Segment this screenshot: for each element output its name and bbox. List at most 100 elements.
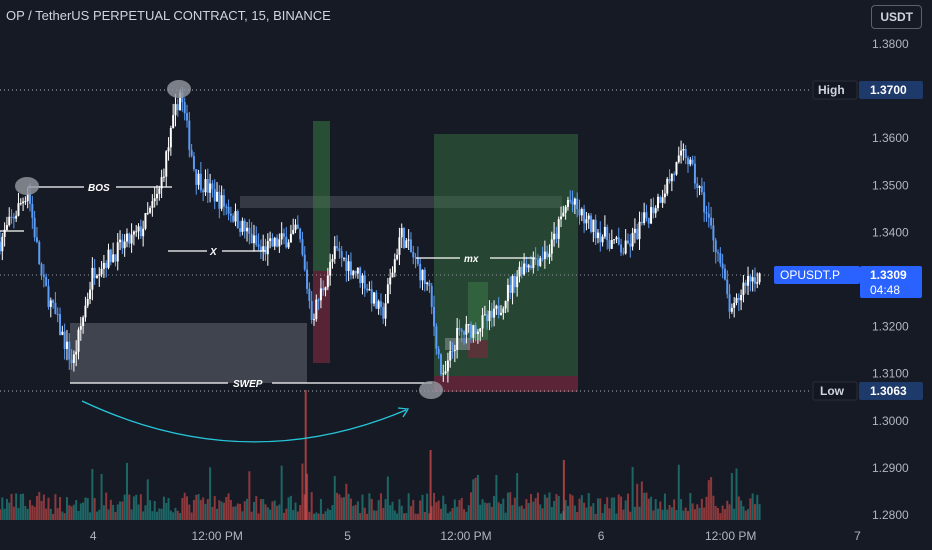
volume-bar xyxy=(354,504,357,520)
candle-body xyxy=(54,302,57,315)
candle-body xyxy=(273,237,276,247)
candle-body xyxy=(534,257,537,260)
volume-bar xyxy=(601,512,604,520)
volume-bar xyxy=(77,511,80,520)
candle-body xyxy=(158,188,161,194)
candle-body xyxy=(437,348,440,355)
volume-bar xyxy=(412,499,415,520)
volume-bar xyxy=(368,493,371,520)
candle-body xyxy=(520,266,523,275)
volume-bar xyxy=(250,511,253,520)
candle-body xyxy=(444,371,447,374)
candle-body xyxy=(167,147,170,152)
volume-bar xyxy=(220,501,223,520)
volume-bar xyxy=(218,500,221,520)
candle-body xyxy=(502,308,505,313)
volume-bar xyxy=(33,506,36,520)
volume-bar xyxy=(516,473,519,520)
volume-bar xyxy=(324,511,327,520)
volume-bar xyxy=(661,509,664,520)
volume-bar xyxy=(555,494,558,520)
candle-body xyxy=(186,113,189,121)
candle-body xyxy=(463,331,466,335)
candle-body xyxy=(17,203,20,216)
volume-bar xyxy=(38,492,41,520)
candle-body xyxy=(361,275,364,284)
volume-bar xyxy=(735,468,738,520)
volume-bar xyxy=(229,500,232,520)
volume-bar xyxy=(248,471,251,520)
volume-bar xyxy=(624,500,627,520)
volume-bar xyxy=(525,499,528,520)
candle-body xyxy=(573,198,576,205)
time-tick-label: 12:00 PM xyxy=(440,529,491,543)
candle-body xyxy=(15,215,18,219)
candle-body xyxy=(151,201,154,208)
candle-body xyxy=(248,227,251,234)
candle-body xyxy=(68,341,71,360)
candle-body xyxy=(405,240,408,248)
volume-bar xyxy=(465,511,468,520)
candle-body xyxy=(465,324,468,335)
candle-body xyxy=(373,292,376,304)
volume-bar xyxy=(211,506,214,520)
candle-body xyxy=(712,225,715,241)
candle-body xyxy=(539,258,542,266)
volume-bar xyxy=(153,501,156,520)
volume-bar xyxy=(49,508,52,520)
candle-body xyxy=(262,246,265,251)
candle-body xyxy=(472,325,475,338)
volume-bar xyxy=(740,500,743,520)
volume-bar xyxy=(125,462,128,520)
candle-body xyxy=(47,286,50,307)
candle-body xyxy=(91,267,94,290)
volume-bar xyxy=(89,512,92,520)
candle-body xyxy=(453,349,456,352)
volume-bar xyxy=(550,506,553,520)
candle-body xyxy=(426,282,429,285)
volume-bar xyxy=(532,501,535,520)
volume-bar xyxy=(259,499,262,520)
volume-bar xyxy=(463,509,466,520)
candle-body xyxy=(264,246,267,255)
volume-bar xyxy=(576,511,579,520)
candle-body xyxy=(467,324,470,326)
candle-body xyxy=(229,213,232,216)
volume-bar xyxy=(705,496,708,520)
candle-body xyxy=(393,259,396,273)
candle-body xyxy=(495,305,498,309)
candle-body xyxy=(705,212,708,214)
volume-bar xyxy=(433,492,436,520)
volume-bar xyxy=(506,492,509,520)
candle-body xyxy=(315,299,318,320)
candle-body xyxy=(188,120,191,150)
candle-body xyxy=(326,275,329,288)
long-target-zone-left xyxy=(313,121,330,271)
volume-bar xyxy=(592,503,595,520)
volume-bar xyxy=(610,497,613,520)
volume-bar xyxy=(456,506,459,520)
candle-body xyxy=(696,183,699,188)
candle-body xyxy=(282,233,285,237)
candle-body xyxy=(356,267,359,274)
volume-bar xyxy=(479,504,482,520)
candle-body xyxy=(490,310,493,318)
volume-bar xyxy=(414,513,417,520)
candle-body xyxy=(744,282,747,286)
candle-body xyxy=(663,193,666,198)
candle-body xyxy=(730,307,733,312)
candle-body xyxy=(179,92,182,111)
volume-bar xyxy=(114,511,117,520)
candle-body xyxy=(700,186,703,193)
volume-bar xyxy=(469,492,472,520)
volume-bar xyxy=(626,493,629,520)
volume-bar xyxy=(723,509,726,520)
volume-bar xyxy=(613,497,616,520)
volume-bar xyxy=(476,474,479,520)
candle-body xyxy=(624,240,627,254)
candle-body xyxy=(128,233,131,244)
volume-bar xyxy=(47,497,50,520)
currency-button[interactable]: USDT xyxy=(871,5,922,29)
volume-bar xyxy=(84,497,87,520)
